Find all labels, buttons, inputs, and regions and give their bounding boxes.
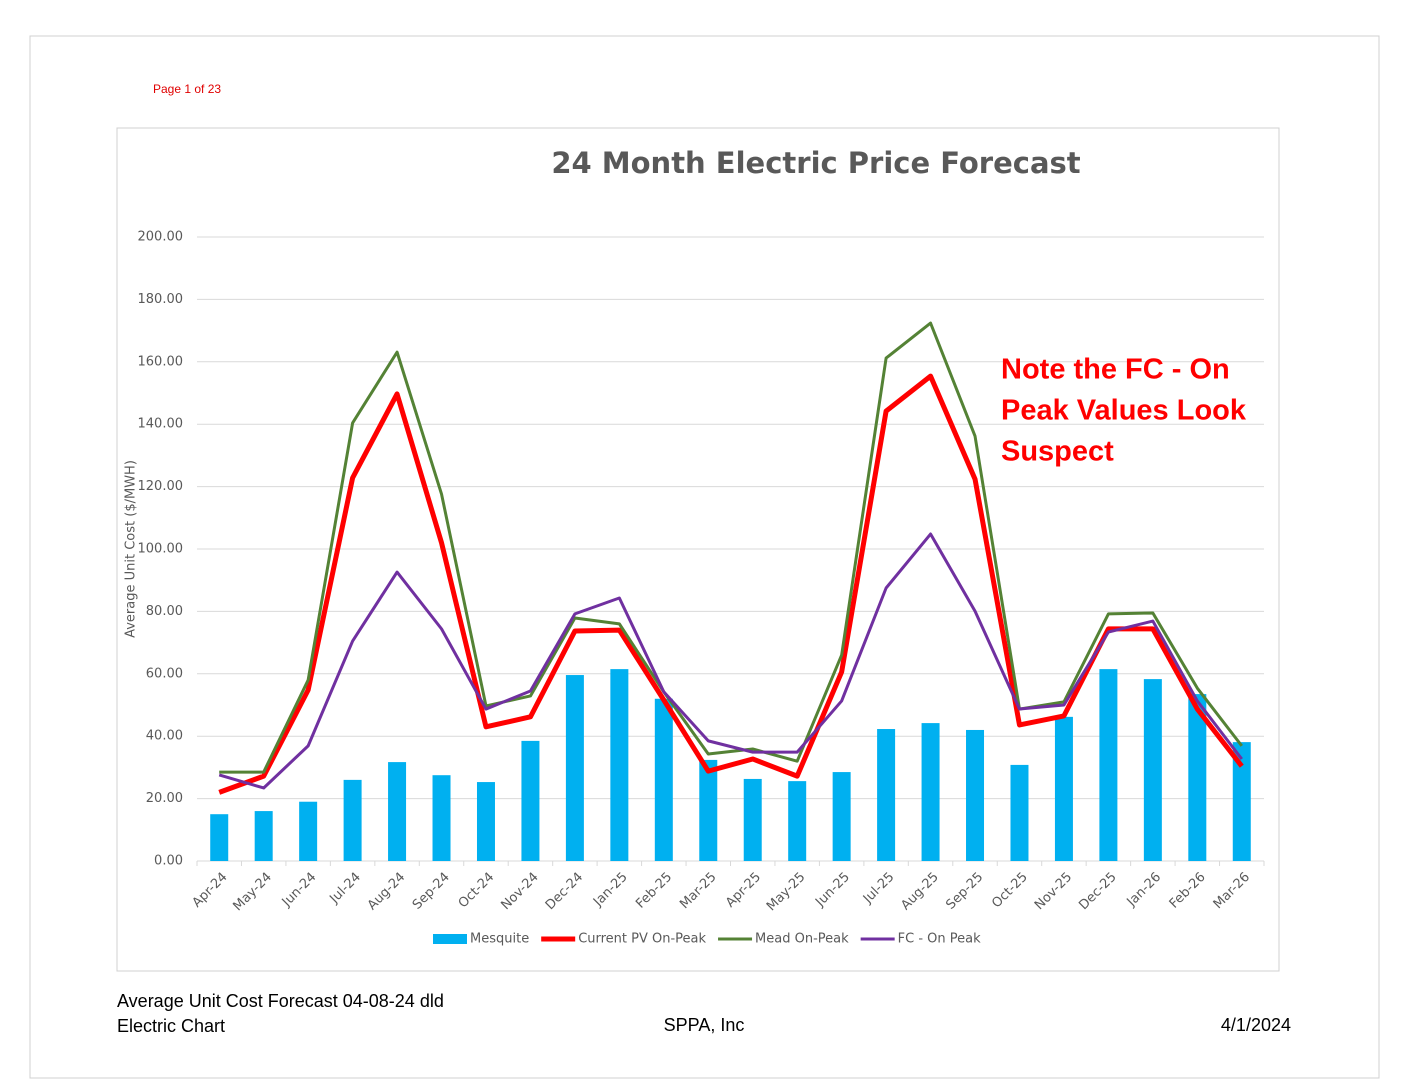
bar xyxy=(1054,716,1073,861)
y-tick-label: 40.00 xyxy=(146,729,183,744)
bar xyxy=(966,729,985,861)
bar xyxy=(699,759,718,861)
bar xyxy=(388,762,407,861)
bar xyxy=(254,811,273,861)
legend-label: Current PV On-Peak xyxy=(578,932,706,947)
line xyxy=(218,373,1244,795)
y-tick-label: 160.00 xyxy=(138,354,184,369)
y-tick-label: 100.00 xyxy=(138,542,184,557)
bar xyxy=(1099,669,1118,861)
y-tick-label: 20.00 xyxy=(146,791,183,806)
bar xyxy=(743,778,762,861)
bar xyxy=(1010,764,1029,861)
page-number: Page 1 of 23 xyxy=(153,82,221,96)
bar xyxy=(432,775,451,861)
y-tick-label: 180.00 xyxy=(138,292,184,307)
legend-label: FC - On Peak xyxy=(898,932,981,947)
legend-swatch xyxy=(433,934,467,944)
y-tick-label: 0.00 xyxy=(154,854,183,869)
bar xyxy=(521,740,540,861)
footer-center: SPPA, Inc xyxy=(664,1015,745,1035)
y-tick-label: 200.00 xyxy=(138,230,184,245)
bar xyxy=(921,723,940,861)
line xyxy=(218,532,1243,790)
bar xyxy=(788,781,807,861)
bar xyxy=(299,801,318,861)
annotation: Peak Values Look xyxy=(1001,395,1247,427)
bar xyxy=(610,669,629,861)
bar xyxy=(210,814,229,861)
annotation: Note the FC - On xyxy=(1001,354,1230,386)
bar xyxy=(476,782,495,861)
bar xyxy=(1232,742,1251,861)
footer-left: Average Unit Cost Forecast 04-08-24 dld xyxy=(117,991,444,1011)
bar xyxy=(565,675,584,861)
bar xyxy=(654,698,673,861)
bar xyxy=(1143,679,1162,861)
footer-right: 4/1/2024 xyxy=(1221,1015,1291,1035)
footer-left: Electric Chart xyxy=(117,1016,225,1036)
chart-title: 24 Month Electric Price Forecast xyxy=(551,146,1080,180)
y-axis-label: Average Unit Cost ($/MWH) xyxy=(124,460,139,638)
y-tick-label: 60.00 xyxy=(146,666,183,681)
bar xyxy=(832,772,851,861)
bar xyxy=(1188,694,1207,861)
legend-label: Mead On-Peak xyxy=(755,932,849,947)
bar xyxy=(877,729,896,861)
y-tick-label: 120.00 xyxy=(138,479,184,494)
annotation: Suspect xyxy=(1001,436,1114,468)
legend-label: Mesquite xyxy=(470,932,529,947)
y-tick-label: 80.00 xyxy=(146,604,183,619)
bar xyxy=(343,779,362,861)
line xyxy=(219,321,1243,774)
y-tick-label: 140.00 xyxy=(138,417,184,432)
